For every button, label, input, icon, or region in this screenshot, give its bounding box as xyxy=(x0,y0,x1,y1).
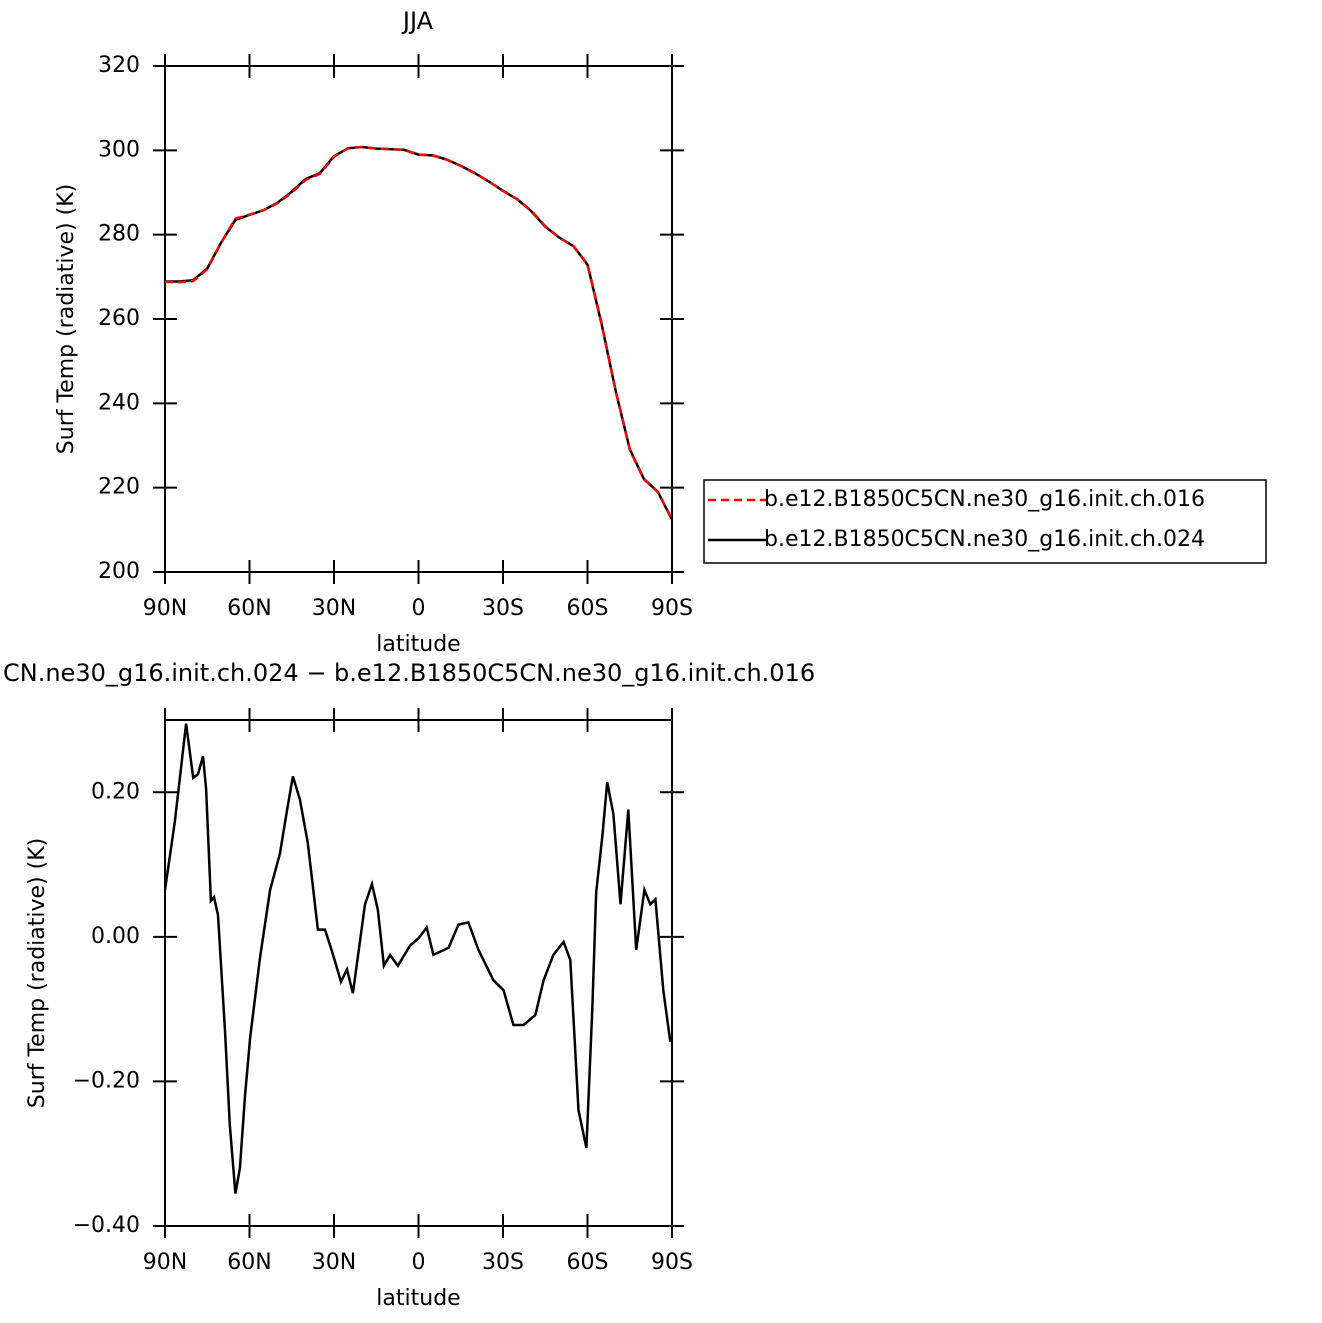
x-tick-label: 60N xyxy=(227,1250,271,1275)
x-tick-label: 60S xyxy=(567,1250,609,1275)
x-tick-label: 60S xyxy=(567,596,609,621)
x-axis-label: latitude xyxy=(376,1286,460,1311)
legend-label: b.e12.B1850C5CN.ne30_g16.init.ch.016 xyxy=(764,487,1205,512)
x-tick-label: 30N xyxy=(312,1250,356,1275)
x-tick-label: 0 xyxy=(412,1250,426,1275)
x-axis-label: latitude xyxy=(376,632,460,657)
x-tick-label: 60N xyxy=(227,596,271,621)
y-tick-label: 320 xyxy=(98,53,140,78)
x-tick-label: 30S xyxy=(482,596,524,621)
y-tick-label: 300 xyxy=(98,137,140,162)
data-line xyxy=(163,723,672,1194)
chart-title: JJA xyxy=(401,7,434,35)
y-tick-label: 200 xyxy=(98,559,140,584)
y-tick-label: 280 xyxy=(98,222,140,247)
y-axis-label: Surf Temp (radiative) (K) xyxy=(25,838,50,1108)
x-tick-label: 90S xyxy=(651,1250,693,1275)
x-tick-label: 30S xyxy=(482,1250,524,1275)
y-tick-label: −0.40 xyxy=(73,1213,140,1238)
data-line xyxy=(165,145,674,521)
y-tick-label: 0.20 xyxy=(91,779,140,804)
y-axis-label: Surf Temp (radiative) (K) xyxy=(54,184,79,454)
y-tick-label: 260 xyxy=(98,306,140,331)
chart-title: CN.ne30_g16.init.ch.024 − b.e12.B1850C5C… xyxy=(3,659,815,687)
x-tick-label: 30N xyxy=(312,596,356,621)
x-tick-label: 90N xyxy=(143,1250,187,1275)
y-tick-label: −0.20 xyxy=(73,1068,140,1093)
plot-frame xyxy=(164,65,673,573)
x-tick-label: 90N xyxy=(143,596,187,621)
x-tick-label: 0 xyxy=(412,596,426,621)
legend-box xyxy=(703,479,1267,564)
x-tick-label: 90S xyxy=(651,596,693,621)
data-line xyxy=(164,145,674,520)
plot-frame xyxy=(164,719,673,1227)
legend-label: b.e12.B1850C5CN.ne30_g16.init.ch.024 xyxy=(764,527,1205,552)
y-tick-label: 240 xyxy=(98,390,140,415)
y-tick-label: 220 xyxy=(98,475,140,500)
y-tick-label: 0.00 xyxy=(91,924,140,949)
